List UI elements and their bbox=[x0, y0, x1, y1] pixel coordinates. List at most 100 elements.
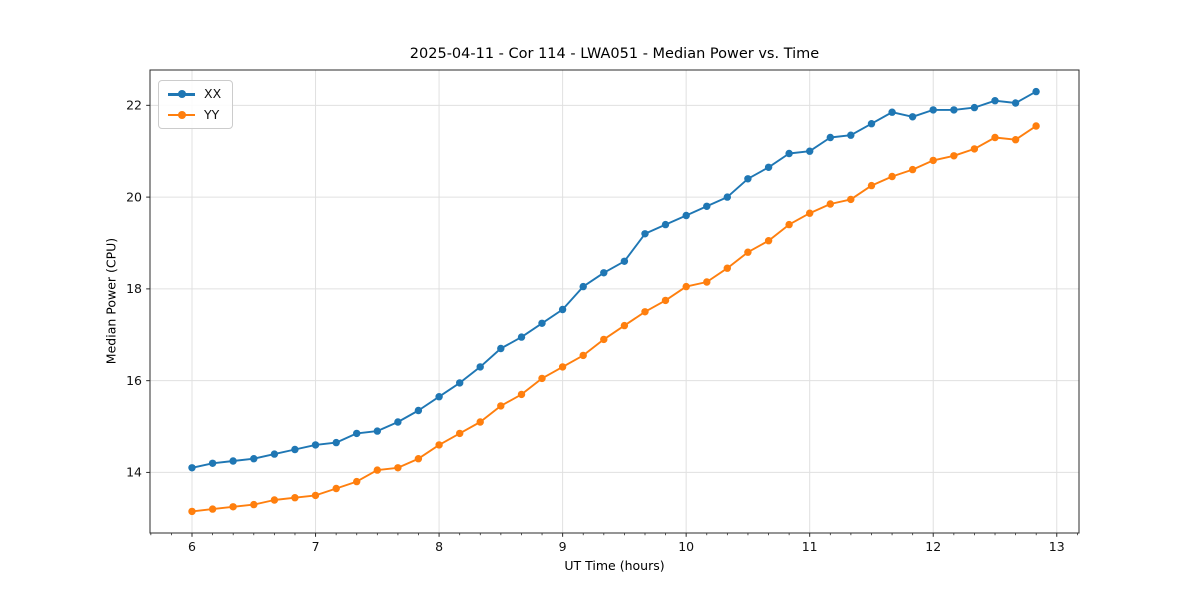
data-point-xx bbox=[579, 282, 587, 291]
x-tick-label: 9 bbox=[559, 539, 567, 554]
data-point-xx bbox=[806, 147, 814, 155]
data-point-xx bbox=[600, 269, 608, 277]
data-point-yy bbox=[826, 200, 834, 208]
data-point-yy bbox=[270, 496, 279, 504]
data-point-xx bbox=[229, 457, 237, 465]
data-point-xx bbox=[558, 305, 567, 314]
data-point-yy bbox=[517, 390, 526, 399]
data-point-yy bbox=[806, 209, 814, 217]
data-point-xx bbox=[538, 319, 546, 327]
data-point-yy bbox=[600, 335, 608, 344]
data-point-yy bbox=[847, 195, 855, 204]
data-point-xx bbox=[764, 163, 773, 171]
data-point-xx bbox=[394, 418, 402, 426]
y-tick-label: 18 bbox=[126, 281, 142, 296]
data-point-yy bbox=[579, 351, 587, 360]
data-point-yy bbox=[208, 505, 217, 513]
series-line-xx bbox=[191, 90, 1037, 469]
data-point-yy bbox=[620, 321, 629, 330]
data-point-xx bbox=[620, 257, 629, 265]
data-point-xx bbox=[744, 175, 752, 183]
data-point-xx bbox=[291, 445, 299, 454]
series-line-yy bbox=[191, 125, 1037, 513]
data-point-xx bbox=[723, 193, 731, 201]
data-point-xx bbox=[991, 97, 999, 105]
data-point-xx bbox=[867, 120, 876, 128]
data-point-xx bbox=[250, 455, 258, 463]
data-point-xx bbox=[188, 464, 196, 472]
legend-line-sample bbox=[168, 110, 195, 119]
legend-marker-dot bbox=[177, 90, 186, 99]
data-point-xx bbox=[435, 393, 443, 401]
data-point-yy bbox=[744, 248, 752, 256]
data-point-yy bbox=[764, 237, 773, 245]
data-point-yy bbox=[435, 441, 443, 449]
data-point-xx bbox=[476, 363, 484, 371]
data-point-yy bbox=[908, 165, 917, 174]
data-point-yy bbox=[929, 156, 937, 165]
data-point-yy bbox=[373, 466, 381, 474]
legend-label: XX bbox=[204, 86, 222, 101]
data-point-yy bbox=[970, 145, 979, 153]
data-point-yy bbox=[353, 477, 361, 486]
data-point-yy bbox=[332, 484, 340, 493]
data-point-xx bbox=[908, 113, 917, 121]
data-point-yy bbox=[785, 220, 793, 229]
data-point-yy bbox=[867, 181, 876, 190]
legend: XX YY bbox=[158, 80, 234, 129]
data-point-xx bbox=[929, 106, 937, 114]
data-point-xx bbox=[1032, 87, 1040, 96]
y-tick-label: 20 bbox=[126, 189, 142, 204]
data-point-yy bbox=[497, 402, 505, 410]
data-point-yy bbox=[394, 464, 402, 472]
data-point-yy bbox=[188, 507, 196, 516]
y-tick-label: 22 bbox=[126, 98, 142, 113]
data-point-yy bbox=[414, 455, 423, 463]
data-point-yy bbox=[723, 264, 731, 272]
data-point-xx bbox=[641, 230, 649, 238]
data-point-xx bbox=[353, 429, 361, 438]
data-point-yy bbox=[538, 374, 546, 383]
x-tick-label: 12 bbox=[925, 539, 941, 554]
data-point-xx bbox=[497, 344, 505, 353]
data-point-yy bbox=[311, 491, 320, 500]
data-point-yy bbox=[456, 429, 464, 438]
data-point-xx bbox=[888, 108, 896, 116]
data-point-xx bbox=[1011, 99, 1020, 107]
data-point-xx bbox=[661, 220, 670, 229]
data-point-xx bbox=[517, 333, 526, 341]
data-point-xx bbox=[208, 459, 217, 467]
data-point-yy bbox=[682, 282, 690, 291]
x-tick-label: 11 bbox=[802, 539, 818, 554]
data-point-xx bbox=[373, 427, 381, 435]
data-point-xx bbox=[332, 438, 340, 447]
data-point-yy bbox=[661, 296, 670, 305]
x-tick-label: 13 bbox=[1049, 539, 1065, 554]
data-point-xx bbox=[847, 131, 855, 139]
data-point-xx bbox=[414, 406, 423, 415]
legend-item-yy: YY bbox=[168, 108, 221, 122]
x-tick-label: 6 bbox=[188, 539, 196, 554]
legend-item-xx: XX bbox=[168, 86, 222, 101]
data-point-yy bbox=[703, 278, 711, 286]
plot-border bbox=[149, 69, 1080, 534]
y-tick-label: 14 bbox=[126, 465, 142, 480]
data-point-xx bbox=[270, 450, 279, 458]
x-tick-label: 7 bbox=[312, 539, 320, 554]
data-point-yy bbox=[888, 172, 896, 181]
chart-title: 2025-04-11 - Cor 114 - LWA051 - Median P… bbox=[409, 46, 820, 62]
data-point-xx bbox=[682, 211, 690, 220]
data-point-xx bbox=[311, 441, 320, 449]
legend-line-sample bbox=[168, 90, 195, 99]
data-point-xx bbox=[703, 202, 711, 210]
data-point-yy bbox=[291, 494, 299, 502]
data-point-yy bbox=[950, 152, 958, 160]
data-point-yy bbox=[641, 308, 649, 316]
legend-marker-dot bbox=[177, 110, 186, 119]
y-tick-label: 16 bbox=[126, 373, 142, 388]
data-point-xx bbox=[950, 106, 958, 114]
data-point-yy bbox=[229, 503, 237, 511]
data-point-xx bbox=[456, 379, 464, 387]
